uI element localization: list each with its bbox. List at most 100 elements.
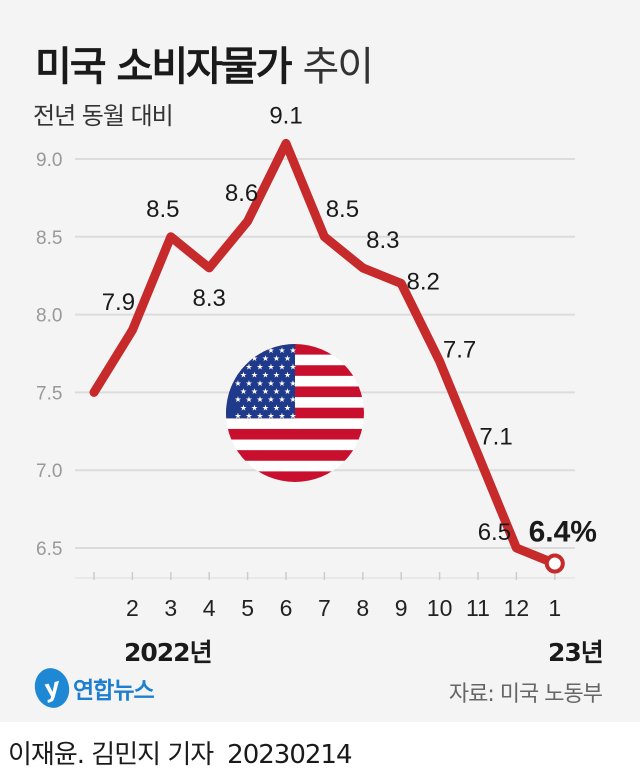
flag-stripe — [226, 450, 364, 461]
y-tick-label: 6.5 — [36, 539, 62, 560]
flag-star: ★ — [240, 371, 247, 380]
chart-title: 미국 소비자물가 추이 — [35, 34, 374, 92]
credit-date: 20230214 — [227, 740, 352, 770]
flag-star: ★ — [245, 412, 252, 421]
x-tick-label: 12 — [504, 595, 530, 621]
flag-star: ★ — [273, 371, 280, 380]
x-tick-label: 8 — [356, 595, 369, 621]
flag-star: ★ — [240, 403, 247, 412]
x-tick-label: 10 — [427, 595, 453, 621]
data-label: 7.7 — [443, 336, 476, 363]
x-tick-label: 3 — [164, 595, 177, 621]
data-label: 7.9 — [102, 289, 135, 316]
data-label: 8.5 — [146, 196, 179, 223]
yonhap-logo: y 연합뉴스 — [30, 664, 155, 712]
flag-star: ★ — [262, 403, 269, 412]
y-tick-label: 7.5 — [36, 383, 62, 404]
flag-star: ★ — [251, 403, 258, 412]
flag-stripe — [226, 428, 364, 440]
flag-star: ★ — [289, 379, 296, 388]
title-bold: 미국 소비자물가 — [35, 44, 293, 90]
flag-star: ★ — [240, 387, 247, 396]
flag-star: ★ — [278, 412, 285, 421]
y-tick-label: 9.0 — [36, 150, 62, 171]
title-light: 추이 — [302, 44, 374, 90]
x-tick-label: 6 — [280, 595, 293, 621]
x-tick-label: 4 — [203, 595, 216, 621]
flag-star: ★ — [284, 387, 291, 396]
yonhap-logo-icon: y — [30, 664, 74, 712]
flag-star: ★ — [256, 412, 263, 421]
flag-star: ★ — [278, 346, 285, 355]
cpi-line — [89, 138, 560, 569]
data-label: 8.6 — [225, 180, 258, 207]
flag-star: ★ — [234, 362, 241, 371]
year-label-2022: 2022년 — [124, 638, 213, 667]
x-tick-label: 2 — [126, 595, 139, 621]
flag-star: ★ — [278, 379, 285, 388]
flag-star: ★ — [256, 362, 263, 371]
flag-star: ★ — [267, 346, 274, 355]
flag-star: ★ — [278, 395, 285, 404]
flag-star: ★ — [245, 346, 252, 355]
flag-star: ★ — [256, 379, 263, 388]
flag-star: ★ — [262, 354, 269, 363]
flag-star: ★ — [273, 354, 280, 363]
us-flag-icon: ★ ★ ★ ★ ★ ★★ ★ ★ ★ ★★ ★ ★ ★ ★ ★★ ★ ★ ★ ★★ ★ ★ ★ ★ ★★ ★ ★ ★ ★★ ★ ★ ★ ★ ★★… — [226, 344, 364, 482]
chart-subtitle: 전년 동월 대비 — [33, 102, 174, 130]
latest-point-marker — [544, 553, 565, 574]
flag-star: ★ — [289, 346, 296, 355]
data-label: 6.5 — [478, 519, 511, 546]
data-label: 8.3 — [366, 227, 399, 254]
line-chart: 6.57.07.58.08.59.02 3 4 5 6 7 8 9 10 11 12 1 ★ ★ ★ ★ ★ ★… — [36, 102, 597, 621]
x-tick-label: 11 — [466, 595, 490, 621]
flag-star: ★ — [267, 395, 274, 404]
credit-names: 이재윤. 김민지 기자 — [8, 740, 214, 770]
flag-star: ★ — [251, 371, 258, 380]
data-label: 8.5 — [326, 196, 359, 223]
flag-star: ★ — [278, 362, 285, 371]
data-label: 8.3 — [193, 285, 226, 312]
flag-star: ★ — [284, 403, 291, 412]
yonhap-logo-text: 연합뉴스 — [73, 678, 155, 704]
flag-star: ★ — [234, 412, 241, 421]
flag-star: ★ — [289, 395, 296, 404]
y-tick-label: 8.5 — [36, 228, 62, 249]
flag-star: ★ — [289, 362, 296, 371]
credit-line: 이재윤. 김민지 기자 20230214 — [8, 734, 353, 771]
flag-star: ★ — [262, 371, 269, 380]
y-tick-label: 8.0 — [36, 306, 62, 327]
year-label-2023: 23년 — [548, 638, 604, 667]
flag-star: ★ — [251, 354, 258, 363]
flag-star: ★ — [284, 371, 291, 380]
flag-star: ★ — [267, 379, 274, 388]
flag-star: ★ — [273, 387, 280, 396]
data-label: 6.4% — [529, 516, 597, 549]
flag-star: ★ — [267, 362, 274, 371]
flag-star: ★ — [245, 362, 252, 371]
flag-star: ★ — [284, 354, 291, 363]
flag-body: ★ ★ ★ ★ ★ ★★ ★ ★ ★ ★★ ★ ★ ★ ★ ★★ ★ ★ ★ ★★ ★ ★ ★ ★ ★★ ★ ★ ★ ★★ ★ ★ ★ ★ ★★… — [226, 344, 364, 482]
flag-star: ★ — [267, 412, 274, 421]
flag-star: ★ — [289, 412, 296, 421]
x-tick-label: 9 — [395, 595, 408, 621]
flag-star: ★ — [256, 395, 263, 404]
flag-star: ★ — [262, 387, 269, 396]
flag-star: ★ — [251, 387, 258, 396]
flag-star: ★ — [245, 379, 252, 388]
flag-star: ★ — [273, 403, 280, 412]
flag-star: ★ — [234, 395, 241, 404]
y-tick-label: 7.0 — [36, 461, 62, 482]
flag-stripe — [226, 471, 364, 482]
data-label: 9.1 — [269, 102, 302, 129]
x-tick-label: 5 — [241, 595, 254, 621]
x-tick-label: 7 — [318, 595, 331, 621]
flag-star: ★ — [234, 379, 241, 388]
data-label: 8.2 — [407, 268, 440, 295]
x-tick-label: 1 — [548, 595, 561, 621]
flag-star: ★ — [245, 395, 252, 404]
data-label: 7.1 — [479, 424, 512, 451]
source-note: 자료: 미국 노동부 — [448, 682, 603, 707]
flag-star: ★ — [234, 346, 241, 355]
flag-star: ★ — [240, 354, 247, 363]
